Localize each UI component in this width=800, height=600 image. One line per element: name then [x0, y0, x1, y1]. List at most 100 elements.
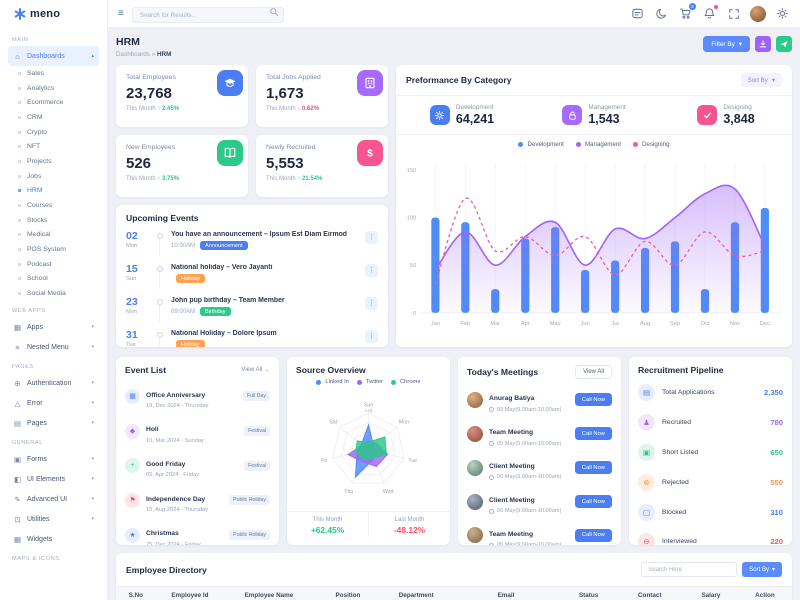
notifications-bell-icon[interactable] — [702, 5, 718, 21]
meeting-time: 06 May(9.00am-10.00am) — [489, 474, 569, 480]
svg-text:Fri: Fri — [321, 458, 327, 464]
general-menu: ▣ Forms ▾ ◧ UI Elements ▾ ✎ Advanced UI … — [8, 449, 99, 549]
stat-card-new-employees[interactable]: New Employees 526 This Month ↑ 3.75% — [116, 135, 248, 197]
last-month-stat: Last Month -48.12% — [368, 512, 450, 537]
call-now-button[interactable]: Call Now — [574, 461, 612, 475]
event-title: You have an announcement – Ipsum Est Dia… — [171, 230, 348, 238]
call-now-button[interactable]: Call Now — [574, 393, 612, 407]
svg-text:Apr: Apr — [521, 321, 530, 327]
settings-gear-icon[interactable] — [775, 6, 790, 21]
sidebar-item[interactable]: ⊕ Authentication ▾ — [14, 378, 94, 388]
event-list-row[interactable]: ▦ Office Anniversary 19, Dec 2024 - Thur… — [125, 379, 270, 414]
share-button[interactable] — [776, 36, 792, 52]
user-avatar[interactable] — [750, 5, 766, 22]
sidebar-subitem[interactable]: POS System — [8, 242, 99, 257]
sidebar-subitem[interactable]: Podcast — [8, 257, 99, 272]
column-header: Status — [578, 592, 599, 599]
svg-text:$: $ — [367, 149, 373, 160]
pipeline-stage-label: Short Listed — [662, 448, 699, 456]
sidebar-subitem[interactable]: Jobs — [8, 169, 99, 184]
stat-card-total-jobs-applied[interactable]: Total Jobs Applied 1,673 This Month ↓ 0.… — [256, 65, 388, 127]
sidebar-item[interactable]: △ Error ▾ — [14, 398, 94, 408]
kebab-menu-icon[interactable]: ⋮ — [365, 230, 378, 244]
sidebar-subitem[interactable]: NFT — [8, 139, 99, 154]
call-now-button[interactable]: Call Now — [574, 528, 612, 542]
sidebar-subitem[interactable]: Analytics — [8, 81, 99, 96]
sidebar: meno MAIN ⌂ Dashboards ▴ Sales Analytics — [0, 0, 108, 600]
sidebar-subitem[interactable]: HRM — [8, 184, 99, 199]
cart-icon[interactable]: 5 — [678, 3, 696, 21]
kebab-menu-icon[interactable]: ⋮ — [365, 296, 378, 310]
event-list-row[interactable]: + Good Friday 05, Apr 2024 - Friday Fest… — [125, 448, 270, 483]
brand-logo[interactable]: meno — [0, 0, 107, 28]
event-list-row[interactable]: ⚑ Independence Day 15, Aug 2024 - Thursd… — [125, 483, 270, 518]
download-button[interactable] — [755, 36, 771, 52]
sidebar-item-dashboards[interactable]: ⌂ Dashboards ▴ — [8, 46, 99, 66]
avatar — [467, 391, 483, 408]
event-type-icon: + — [125, 458, 140, 474]
source-overview-title: Source Overview — [296, 365, 366, 375]
event-list-row[interactable]: ★ Christmas 25, Dec 2024 - Friday Public… — [125, 518, 270, 545]
svg-text:Jul: Jul — [611, 321, 618, 327]
pipeline-stage-value: 780 — [770, 418, 783, 428]
timeline-marker — [155, 330, 164, 347]
svg-text:Mar: Mar — [490, 321, 500, 327]
clock-icon — [489, 474, 494, 480]
event-name: Christmas — [146, 530, 179, 538]
sidebar-item[interactable]: ◧ UI Elements ▾ — [13, 474, 94, 484]
bullet-icon — [18, 233, 21, 237]
search-input[interactable] — [131, 7, 284, 24]
fullscreen-icon[interactable] — [726, 6, 741, 21]
sidebar-item[interactable]: ▦ Widgets — [13, 534, 53, 544]
kebab-menu-icon[interactable]: ⋮ — [365, 263, 378, 277]
meeting-row: Team Meeting 05 May(9.00am-10.00am) Call… — [467, 519, 612, 545]
sidebar-subitem[interactable]: Sales — [8, 66, 99, 81]
hamburger-menu-icon[interactable]: ≡ — [118, 8, 124, 19]
sidebar-subitem[interactable]: Medical — [8, 228, 99, 243]
view-all-button[interactable]: View All — [575, 365, 612, 379]
svg-text:Jan: Jan — [431, 321, 440, 327]
directory-search-input[interactable] — [641, 562, 738, 577]
stat-card-total-employees[interactable]: Total Employees 23,768 This Month ↑ 2.45… — [116, 65, 248, 127]
sidebar-subitem[interactable]: Courses — [8, 198, 99, 213]
svg-text:Jun: Jun — [581, 321, 590, 327]
bullet-icon — [18, 71, 21, 75]
call-now-button[interactable]: Call Now — [574, 495, 612, 509]
kpi-designing: Designing 3,848 — [660, 104, 792, 126]
pipeline-row: ▤ Total Applications 2,350 — [638, 378, 783, 408]
call-now-button[interactable]: Call Now — [574, 427, 612, 441]
sidebar-item[interactable]: ▣ Forms ▾ — [13, 454, 94, 464]
event-type-icon: ◆ — [125, 423, 140, 439]
sidebar-subitem[interactable]: Stocks — [8, 213, 99, 228]
dark-mode-moon-icon[interactable] — [654, 6, 669, 21]
legend-dot — [633, 142, 639, 147]
sidebar-subitem[interactable]: Social Media — [8, 286, 99, 301]
sidebar-subitem[interactable]: School — [8, 272, 99, 287]
meeting-row: Anurag Batiya 03 May(9.00am-10.00am) Cal… — [467, 383, 612, 417]
sidebar-subitem[interactable]: Projects — [8, 154, 99, 169]
sidebar-item[interactable]: ✎ Advanced UI ▾ — [14, 494, 94, 504]
meeting-row: Client Meeting 06 May(9.00am-10.00am) Ca… — [467, 451, 612, 485]
filter-by-button[interactable]: Filter By ▾ — [703, 36, 750, 52]
directory-sort-button[interactable]: Sort By ▾ — [742, 562, 782, 577]
open-book-icon — [217, 140, 243, 166]
sort-by-button[interactable]: Sort By ▾ — [740, 73, 782, 87]
sidebar-item[interactable]: ≡ Nested Menu ▾ — [8, 337, 99, 357]
kebab-menu-icon[interactable]: ⋮ — [365, 329, 378, 343]
view-all-link[interactable]: View All → — [241, 367, 270, 373]
event-day: Sun — [126, 276, 137, 282]
sidebar-subitem[interactable]: CRM — [8, 110, 99, 125]
sidebar-subitem[interactable]: Crypto — [8, 125, 99, 140]
meeting-row: Client Meeting 06 May(9.00am-10.00am) Ca… — [467, 485, 612, 519]
sidebar-subitem[interactable]: Ecommerce — [8, 95, 99, 110]
sidebar-item[interactable]: ▤ Pages ▾ — [13, 418, 94, 428]
event-list-row[interactable]: ◆ Holi 10, Mar 2024 - Sunday Festival — [125, 414, 270, 449]
language-flag-icon[interactable] — [630, 6, 645, 21]
chevron-down-icon: ▾ — [771, 76, 775, 84]
sidebar-item[interactable]: ⊡ Utilities ▾ — [14, 514, 94, 524]
column-header: S.No — [128, 592, 144, 599]
column-header: Position — [335, 592, 361, 599]
sidebar-item[interactable]: ▦ Apps ▾ — [13, 322, 94, 332]
breadcrumb-root[interactable]: Dashboards — [116, 51, 150, 58]
stat-card-newly-recruited[interactable]: Newly Recruited 5,553 This Month ↑ 21.54… — [256, 135, 388, 197]
